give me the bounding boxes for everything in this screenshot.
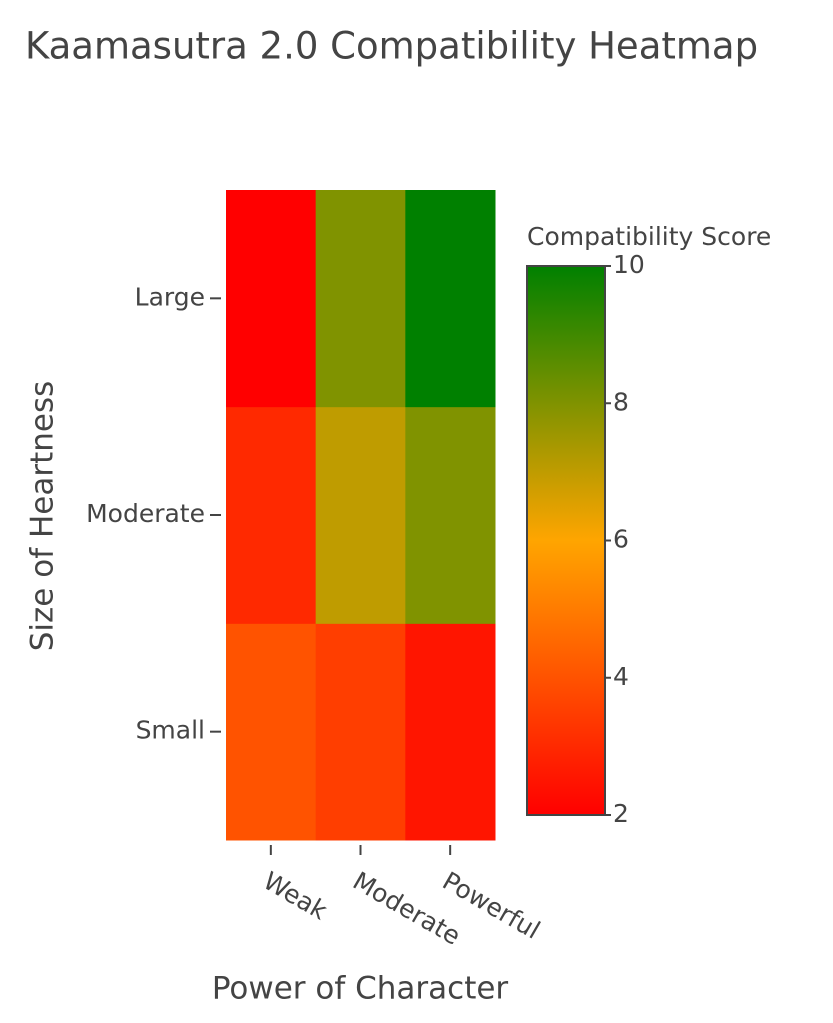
y-axis-title: Size of Heartness <box>25 381 61 652</box>
chart-title: Kaamasutra 2.0 Compatibility Heatmap <box>25 25 758 68</box>
x-tick-label: Weak <box>258 866 332 926</box>
x-axis-title: Power of Character <box>212 971 509 1007</box>
colorbar-tick-label: 10 <box>613 250 645 279</box>
heatmap-cell <box>315 623 406 841</box>
y-tick-label: Small <box>136 716 205 745</box>
heatmap-cell <box>226 190 317 408</box>
colorbar-tick-label: 8 <box>613 387 629 416</box>
colorbar-tick-label: 6 <box>613 525 629 554</box>
colorbar-title: Compatibility Score <box>527 222 771 251</box>
colorbar-tick-label: 4 <box>613 662 629 691</box>
y-tick-label: Moderate <box>86 499 205 528</box>
heatmap-cell <box>315 406 406 624</box>
heatmap-cell <box>405 406 496 624</box>
heatmap-cell <box>226 623 317 841</box>
heatmap-cell <box>315 190 406 408</box>
heatmap-cell <box>226 406 317 624</box>
heatmap-cell <box>405 190 496 408</box>
colorbar <box>526 265 606 816</box>
heatmap-cell <box>405 623 496 841</box>
y-tick-label: Large <box>135 282 205 311</box>
colorbar-tick-label: 2 <box>613 799 629 828</box>
